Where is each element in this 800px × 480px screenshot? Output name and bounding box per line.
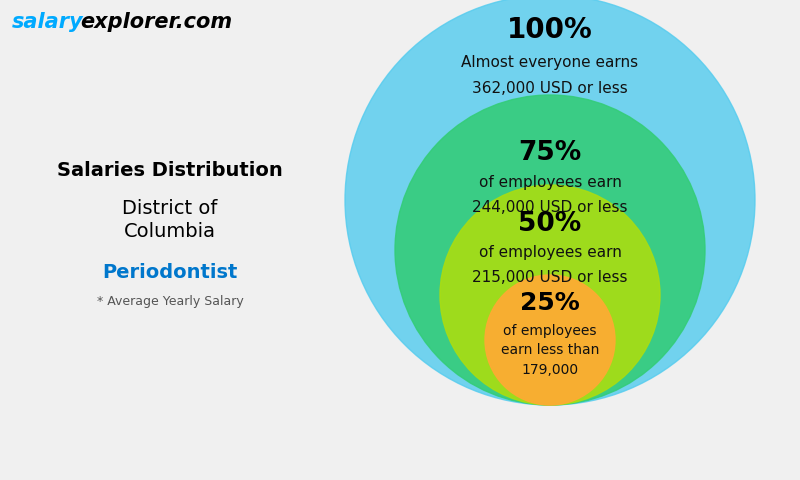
Circle shape: [345, 0, 755, 405]
Text: 75%: 75%: [518, 140, 582, 166]
Circle shape: [485, 275, 615, 405]
Text: 215,000 USD or less: 215,000 USD or less: [472, 270, 628, 285]
Circle shape: [440, 185, 660, 405]
Text: 362,000 USD or less: 362,000 USD or less: [472, 81, 628, 96]
Circle shape: [395, 95, 705, 405]
Text: 179,000: 179,000: [522, 363, 578, 377]
Text: of employees earn: of employees earn: [478, 245, 622, 260]
Text: of employees earn: of employees earn: [478, 175, 622, 190]
Text: of employees: of employees: [503, 324, 597, 337]
Text: salary: salary: [12, 12, 84, 32]
Text: 50%: 50%: [518, 211, 582, 237]
Text: * Average Yearly Salary: * Average Yearly Salary: [97, 296, 243, 309]
Text: 25%: 25%: [520, 290, 580, 314]
Text: Salaries Distribution: Salaries Distribution: [57, 160, 283, 180]
Text: Almost everyone earns: Almost everyone earns: [462, 55, 638, 70]
Text: 100%: 100%: [507, 16, 593, 45]
Text: Periodontist: Periodontist: [102, 263, 238, 281]
Text: explorer.com: explorer.com: [80, 12, 232, 32]
Text: District of
Columbia: District of Columbia: [122, 199, 218, 241]
Text: 244,000 USD or less: 244,000 USD or less: [472, 200, 628, 215]
Text: earn less than: earn less than: [501, 344, 599, 358]
